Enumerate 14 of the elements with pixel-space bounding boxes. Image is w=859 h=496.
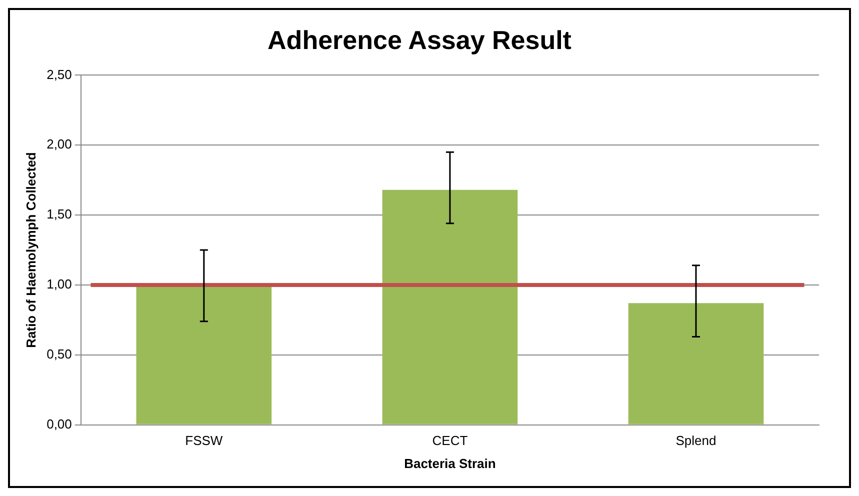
x-axis-title: Bacteria Strain [404,456,496,471]
y-tick-label: 1,50 [46,206,72,222]
y-axis-title: Ratio of Haemolymph Collected [23,152,38,348]
x-tick-label: Splend [676,433,716,448]
x-tick-label: FSSW [185,433,224,448]
bar [382,190,518,424]
y-tick-label: 2,50 [46,66,72,82]
x-tick-label: CECT [432,433,468,448]
y-tick-label: 0,50 [46,346,72,362]
y-tick-label: 2,00 [46,136,72,152]
y-tick-label: 1,00 [46,276,72,292]
y-tick-label: 0,00 [46,416,72,432]
chart-title: Adherence Assay Result [268,24,572,55]
bar [628,303,764,424]
